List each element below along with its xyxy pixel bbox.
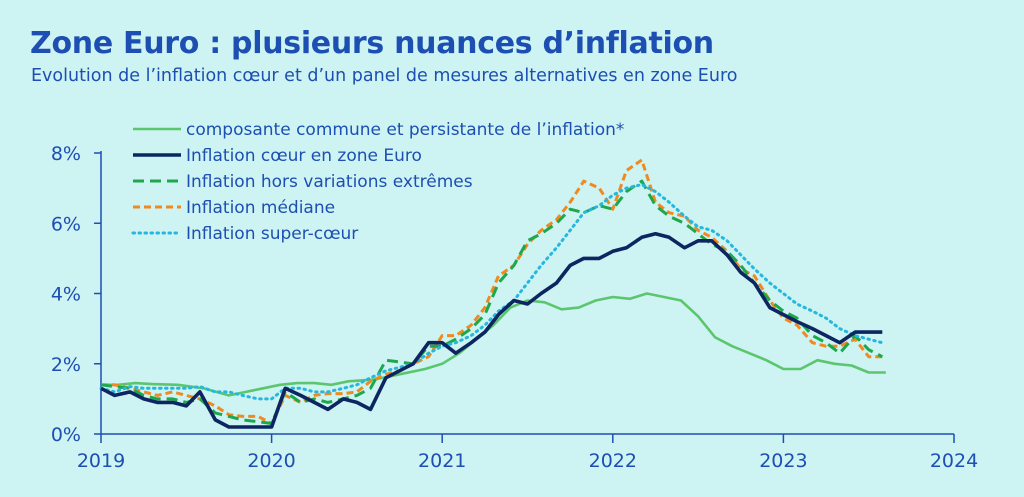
legend-label: composante commune et persistante de l’i… (186, 120, 624, 140)
series-line-1 (101, 292, 886, 397)
series-layer (99, 158, 886, 429)
y-tick-label: 2% (51, 354, 81, 376)
x-tick-label: 2023 (759, 450, 807, 472)
y-tick-label: 0% (51, 424, 81, 446)
chart-title: Zone Euro : plusieurs nuances d’inflatio… (30, 26, 714, 61)
legend-label: Inflation médiane (186, 198, 335, 218)
x-tick-label: 2024 (930, 450, 978, 472)
chart-subtitle: Evolution de l’inflation cœur et d’un pa… (31, 66, 738, 86)
y-tick-label: 8% (51, 143, 81, 165)
y-tick-label: 4% (51, 284, 81, 306)
legend-label: Inflation super-cœur (186, 224, 358, 244)
legend-label: Inflation cœur en zone Euro (186, 146, 422, 166)
x-tick-label: 2022 (589, 450, 637, 472)
x-tick-label: 2019 (77, 450, 125, 472)
axes: 0% 2% 4% 6% 8% 2019 2020 2021 2022 2023 2024 (51, 143, 978, 472)
x-tick-label: 2021 (418, 450, 466, 472)
legend: composante commune et persistante de l’i… (131, 120, 624, 244)
series-line-2 (100, 232, 883, 429)
series-line-5 (99, 183, 884, 401)
series-line-4 (101, 158, 883, 425)
y-tick-label: 6% (51, 213, 81, 235)
legend-label: Inflation hors variations extrêmes (186, 172, 473, 192)
x-tick-label: 2020 (247, 450, 295, 472)
